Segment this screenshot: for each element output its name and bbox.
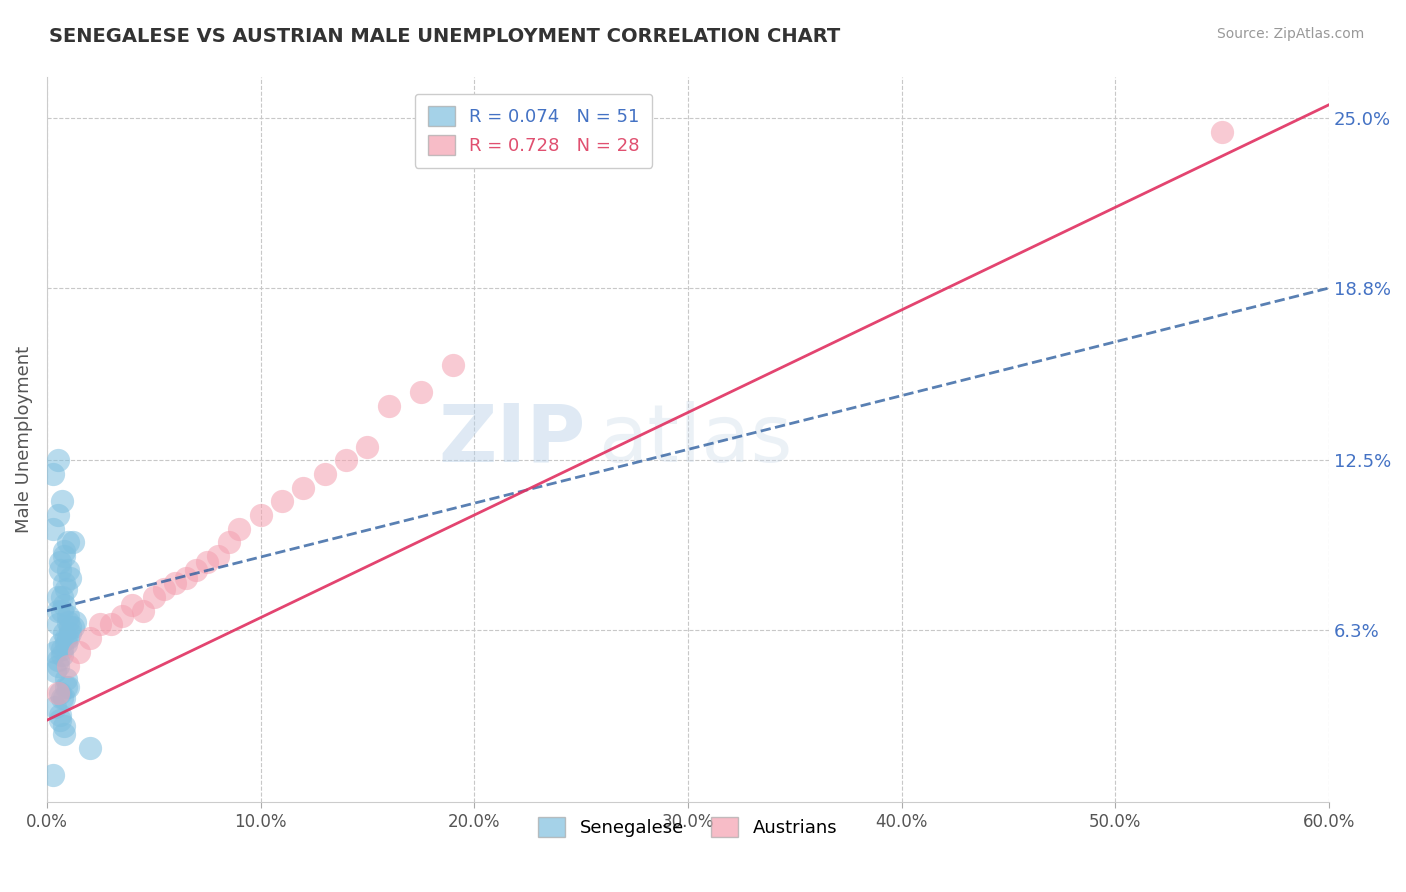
Point	[174, 571, 197, 585]
Point	[46, 453, 69, 467]
Point	[48, 707, 70, 722]
Point	[44, 664, 66, 678]
Point	[48, 686, 70, 700]
Point	[409, 384, 432, 399]
Point	[63, 615, 86, 629]
Point	[53, 576, 76, 591]
Point	[46, 658, 69, 673]
Point	[314, 467, 336, 481]
Point	[55, 637, 77, 651]
Point	[62, 620, 84, 634]
Point	[53, 543, 76, 558]
Point	[186, 563, 208, 577]
Point	[195, 555, 218, 569]
Point	[165, 576, 187, 591]
Point	[48, 637, 70, 651]
Point	[44, 645, 66, 659]
Point	[48, 555, 70, 569]
Text: atlas: atlas	[598, 401, 793, 479]
Point	[59, 620, 82, 634]
Point	[441, 358, 464, 372]
Point	[228, 522, 250, 536]
Point	[55, 681, 77, 695]
Point	[46, 653, 69, 667]
Point	[79, 631, 101, 645]
Point	[53, 727, 76, 741]
Point	[377, 399, 399, 413]
Point	[46, 508, 69, 522]
Point	[53, 599, 76, 613]
Point	[51, 590, 73, 604]
Point	[53, 625, 76, 640]
Point	[51, 648, 73, 662]
Point	[271, 494, 294, 508]
Point	[42, 522, 65, 536]
Point	[55, 582, 77, 596]
Point	[121, 599, 143, 613]
Point	[53, 719, 76, 733]
Point	[58, 563, 80, 577]
Point	[42, 768, 65, 782]
Point	[48, 563, 70, 577]
Point	[132, 604, 155, 618]
Point	[46, 604, 69, 618]
Point	[58, 681, 80, 695]
Point	[292, 481, 315, 495]
Text: ZIP: ZIP	[439, 401, 585, 479]
Point	[79, 740, 101, 755]
Point	[53, 549, 76, 563]
Point	[207, 549, 229, 563]
Point	[48, 713, 70, 727]
Point	[51, 642, 73, 657]
Point	[58, 535, 80, 549]
Point	[58, 609, 80, 624]
Point	[111, 609, 134, 624]
Point	[100, 617, 122, 632]
Point	[356, 440, 378, 454]
Point	[59, 571, 82, 585]
Legend: Senegalese, Austrians: Senegalese, Austrians	[531, 810, 845, 844]
Point	[46, 617, 69, 632]
Point	[335, 453, 357, 467]
Point	[67, 645, 90, 659]
Point	[62, 535, 84, 549]
Point	[51, 604, 73, 618]
Y-axis label: Male Unemployment: Male Unemployment	[15, 346, 32, 533]
Point	[53, 691, 76, 706]
Text: Source: ZipAtlas.com: Source: ZipAtlas.com	[1216, 27, 1364, 41]
Point	[58, 658, 80, 673]
Point	[59, 625, 82, 640]
Point	[46, 686, 69, 700]
Point	[249, 508, 271, 522]
Point	[89, 617, 111, 632]
Point	[46, 590, 69, 604]
Point	[42, 467, 65, 481]
Point	[142, 590, 165, 604]
Point	[1211, 125, 1233, 139]
Point	[153, 582, 176, 596]
Point	[58, 631, 80, 645]
Point	[51, 691, 73, 706]
Text: SENEGALESE VS AUSTRIAN MALE UNEMPLOYMENT CORRELATION CHART: SENEGALESE VS AUSTRIAN MALE UNEMPLOYMENT…	[49, 27, 841, 45]
Point	[44, 699, 66, 714]
Point	[55, 631, 77, 645]
Point	[51, 494, 73, 508]
Point	[218, 535, 240, 549]
Point	[58, 615, 80, 629]
Point	[55, 672, 77, 686]
